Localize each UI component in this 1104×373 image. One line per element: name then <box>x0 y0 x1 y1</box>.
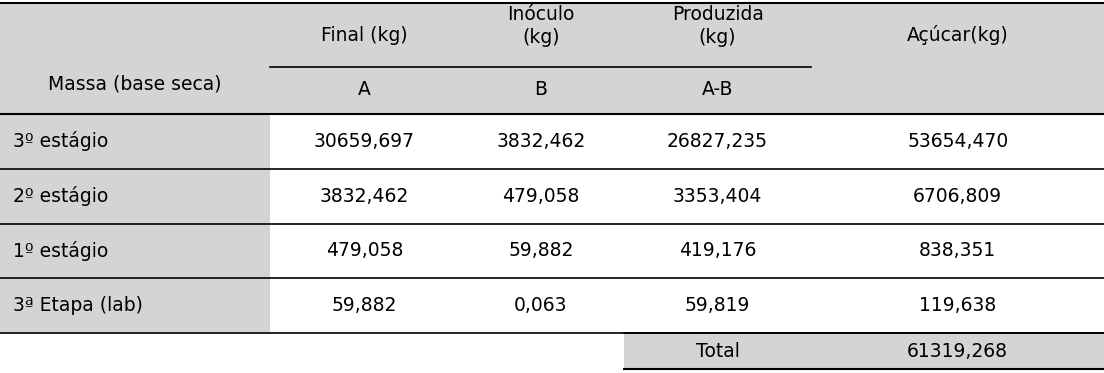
Bar <box>624 333 1104 369</box>
Text: 59,819: 59,819 <box>684 296 751 315</box>
Bar <box>270 223 1104 278</box>
Bar <box>0 169 270 223</box>
Text: 2º estágio: 2º estágio <box>13 186 108 206</box>
Text: 26827,235: 26827,235 <box>667 132 768 151</box>
Text: A: A <box>358 80 371 99</box>
Text: 479,058: 479,058 <box>502 186 580 206</box>
Text: Final (kg): Final (kg) <box>321 26 407 45</box>
Bar <box>270 278 1104 333</box>
Text: 30659,697: 30659,697 <box>314 132 415 151</box>
Text: 479,058: 479,058 <box>326 241 403 260</box>
Bar <box>270 169 1104 223</box>
Text: 0,063: 0,063 <box>514 296 567 315</box>
Text: Total: Total <box>696 342 740 361</box>
Text: Produzida
(kg): Produzida (kg) <box>671 5 764 47</box>
Text: 61319,268: 61319,268 <box>907 342 1008 361</box>
Text: A-B: A-B <box>702 80 733 99</box>
Bar <box>0 3 1104 114</box>
Bar <box>0 333 624 369</box>
Text: 3832,462: 3832,462 <box>497 132 585 151</box>
Text: 838,351: 838,351 <box>920 241 996 260</box>
Text: Inóculo
(kg): Inóculo (kg) <box>507 5 575 47</box>
Text: 419,176: 419,176 <box>679 241 756 260</box>
Text: 59,882: 59,882 <box>508 241 574 260</box>
Text: 1º estágio: 1º estágio <box>13 241 108 261</box>
Text: 3832,462: 3832,462 <box>320 186 408 206</box>
Bar <box>0 114 270 169</box>
Text: 6706,809: 6706,809 <box>913 186 1002 206</box>
Text: Massa (base seca): Massa (base seca) <box>49 75 222 94</box>
Text: 53654,470: 53654,470 <box>907 132 1008 151</box>
Text: 3º estágio: 3º estágio <box>13 131 108 151</box>
Bar <box>0 223 270 278</box>
Text: 59,882: 59,882 <box>331 296 397 315</box>
Bar <box>270 114 1104 169</box>
Text: Açúcar(kg): Açúcar(kg) <box>906 25 1009 45</box>
Text: 3ª Etapa (lab): 3ª Etapa (lab) <box>13 296 144 315</box>
Text: 119,638: 119,638 <box>920 296 996 315</box>
Bar <box>0 278 270 333</box>
Text: 3353,404: 3353,404 <box>673 186 762 206</box>
Text: B: B <box>534 80 548 99</box>
